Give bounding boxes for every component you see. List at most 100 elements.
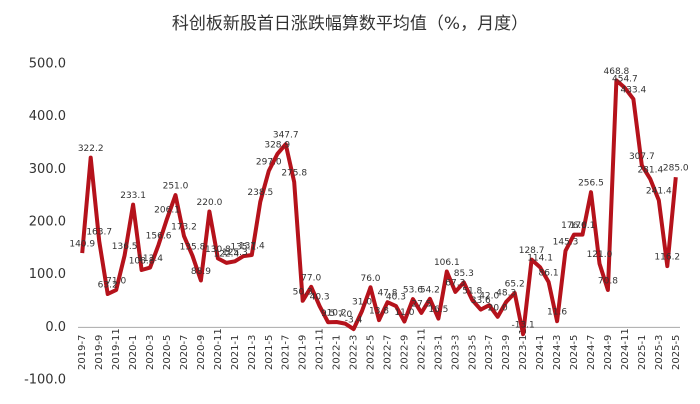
data-label: 11.6 <box>547 308 567 318</box>
data-label: 173.2 <box>171 223 197 233</box>
data-label: 135.1 <box>230 243 256 253</box>
x-tick-label: 2021-1 <box>230 335 241 370</box>
x-tick-label: 2020-9 <box>196 335 207 370</box>
y-tick-label: 500.0 <box>29 57 66 72</box>
data-label: -3.4 <box>345 316 363 326</box>
data-label: 47.8 <box>377 289 397 299</box>
x-tick-label: 2022-9 <box>399 335 410 370</box>
data-label: 468.8 <box>604 67 630 77</box>
data-label: 307.7 <box>629 152 655 162</box>
data-label: 275.8 <box>281 169 307 179</box>
x-tick-label: 2021-5 <box>264 335 275 370</box>
y-tick-label: 300.0 <box>29 162 66 177</box>
data-label: 33.6 <box>471 296 491 306</box>
y-tick-label: -100.0 <box>24 373 66 388</box>
data-label: 145.3 <box>553 237 579 247</box>
x-tick-label: 2021-9 <box>298 335 309 370</box>
data-label: 140.9 <box>69 240 95 250</box>
x-tick-label: 2020-3 <box>145 335 156 370</box>
x-tick-label: 2021-11 <box>315 328 326 370</box>
data-label: 63.2 <box>98 281 118 291</box>
data-label: 85.3 <box>454 269 474 279</box>
x-tick-label: 2022-11 <box>416 328 427 370</box>
y-tick-label: 200.0 <box>29 215 66 230</box>
data-label: 42.0 <box>479 292 499 302</box>
x-tick-label: 2020-7 <box>179 335 190 370</box>
x-tick-label: 2025-1 <box>637 335 648 370</box>
data-label: 281.4 <box>637 166 663 176</box>
data-label: -13.1 <box>511 321 534 331</box>
data-label: 125.3 <box>222 248 248 258</box>
data-label: 20.0 <box>488 303 508 313</box>
data-label: 88.9 <box>191 267 211 277</box>
data-label: 433.4 <box>620 86 646 96</box>
data-label: 76.0 <box>360 274 380 284</box>
x-tick-label: 2024-11 <box>620 328 631 370</box>
data-label: 206.1 <box>154 205 180 215</box>
x-tick-label: 2023-9 <box>501 335 512 370</box>
y-tick-label: 0.0 <box>45 320 66 335</box>
x-tick-label: 2021-7 <box>281 335 292 370</box>
data-label: 156.6 <box>146 231 172 241</box>
x-tick-label: 2019-7 <box>77 335 88 370</box>
x-tick-label: 2019-9 <box>94 335 105 370</box>
data-label: 251.0 <box>163 182 189 192</box>
data-label: 70.8 <box>598 277 618 287</box>
data-label: 53.6 <box>403 286 423 296</box>
x-tick-label: 2025-5 <box>671 335 682 370</box>
data-label: 328.9 <box>264 141 290 151</box>
data-label: 135.8 <box>180 242 206 252</box>
data-label: 285.0 <box>663 164 689 174</box>
x-tick-label: 2024-1 <box>535 335 546 370</box>
data-label: 40.3 <box>310 293 330 303</box>
data-label: 13.8 <box>369 307 389 317</box>
x-tick-label: 2023-1 <box>433 335 444 370</box>
data-label: 128.7 <box>519 246 545 256</box>
x-tick-label: 2020-11 <box>213 328 224 370</box>
y-tick-label: 100.0 <box>29 267 66 282</box>
x-tick-label: 2025-3 <box>654 335 665 370</box>
data-label: 9.5 <box>321 309 335 319</box>
data-label: 114.1 <box>527 254 553 264</box>
x-tick-label: 2024-7 <box>586 335 597 370</box>
data-label: 16.5 <box>428 305 448 315</box>
data-label: 121.0 <box>587 250 613 260</box>
data-label: 108.8 <box>129 257 155 267</box>
data-label: 40.3 <box>386 293 406 303</box>
data-label: 137.4 <box>239 241 265 251</box>
data-label: 238.5 <box>247 188 273 198</box>
data-label: 347.7 <box>273 131 299 141</box>
data-label: 454.7 <box>612 74 638 84</box>
data-label: 113.4 <box>137 254 163 264</box>
data-label: 116.2 <box>654 253 680 263</box>
data-label: 163.7 <box>86 228 112 238</box>
data-label: 31.0 <box>352 298 372 308</box>
data-label: 65.2 <box>505 279 525 289</box>
chart-title: 科创板新股首日涨跌幅算数平均值（%，月度） <box>172 14 528 34</box>
data-label: 176.0 <box>561 221 587 231</box>
series-line <box>80 78 678 337</box>
data-label: 297.0 <box>256 157 282 167</box>
data-label: 67.3 <box>445 278 465 288</box>
x-tick-label: 2024-5 <box>569 335 580 370</box>
data-label: 233.1 <box>120 191 146 201</box>
x-tick-label: 2019-11 <box>111 328 122 370</box>
x-tick-label: 2022-7 <box>382 335 393 370</box>
data-label: 11.0 <box>394 308 414 318</box>
data-label: 241.4 <box>646 187 672 197</box>
x-tick-label: 2020-5 <box>162 335 173 370</box>
data-label: 322.2 <box>78 144 104 154</box>
data-label: 220.0 <box>197 198 223 208</box>
data-label: 48.3 <box>496 288 516 298</box>
x-tick-label: 2020-1 <box>128 335 139 370</box>
data-label: 27.5 <box>411 299 431 309</box>
data-label: 10.2 <box>327 308 347 318</box>
data-label: 256.5 <box>578 179 604 189</box>
y-tick-label: 400.0 <box>29 109 66 124</box>
data-label: 54.2 <box>420 285 440 295</box>
data-label: 136.5 <box>112 242 138 252</box>
x-tick-label: 2024-3 <box>552 335 563 370</box>
x-tick-label: 2024-9 <box>603 335 614 370</box>
data-label: 176.1 <box>570 221 596 231</box>
